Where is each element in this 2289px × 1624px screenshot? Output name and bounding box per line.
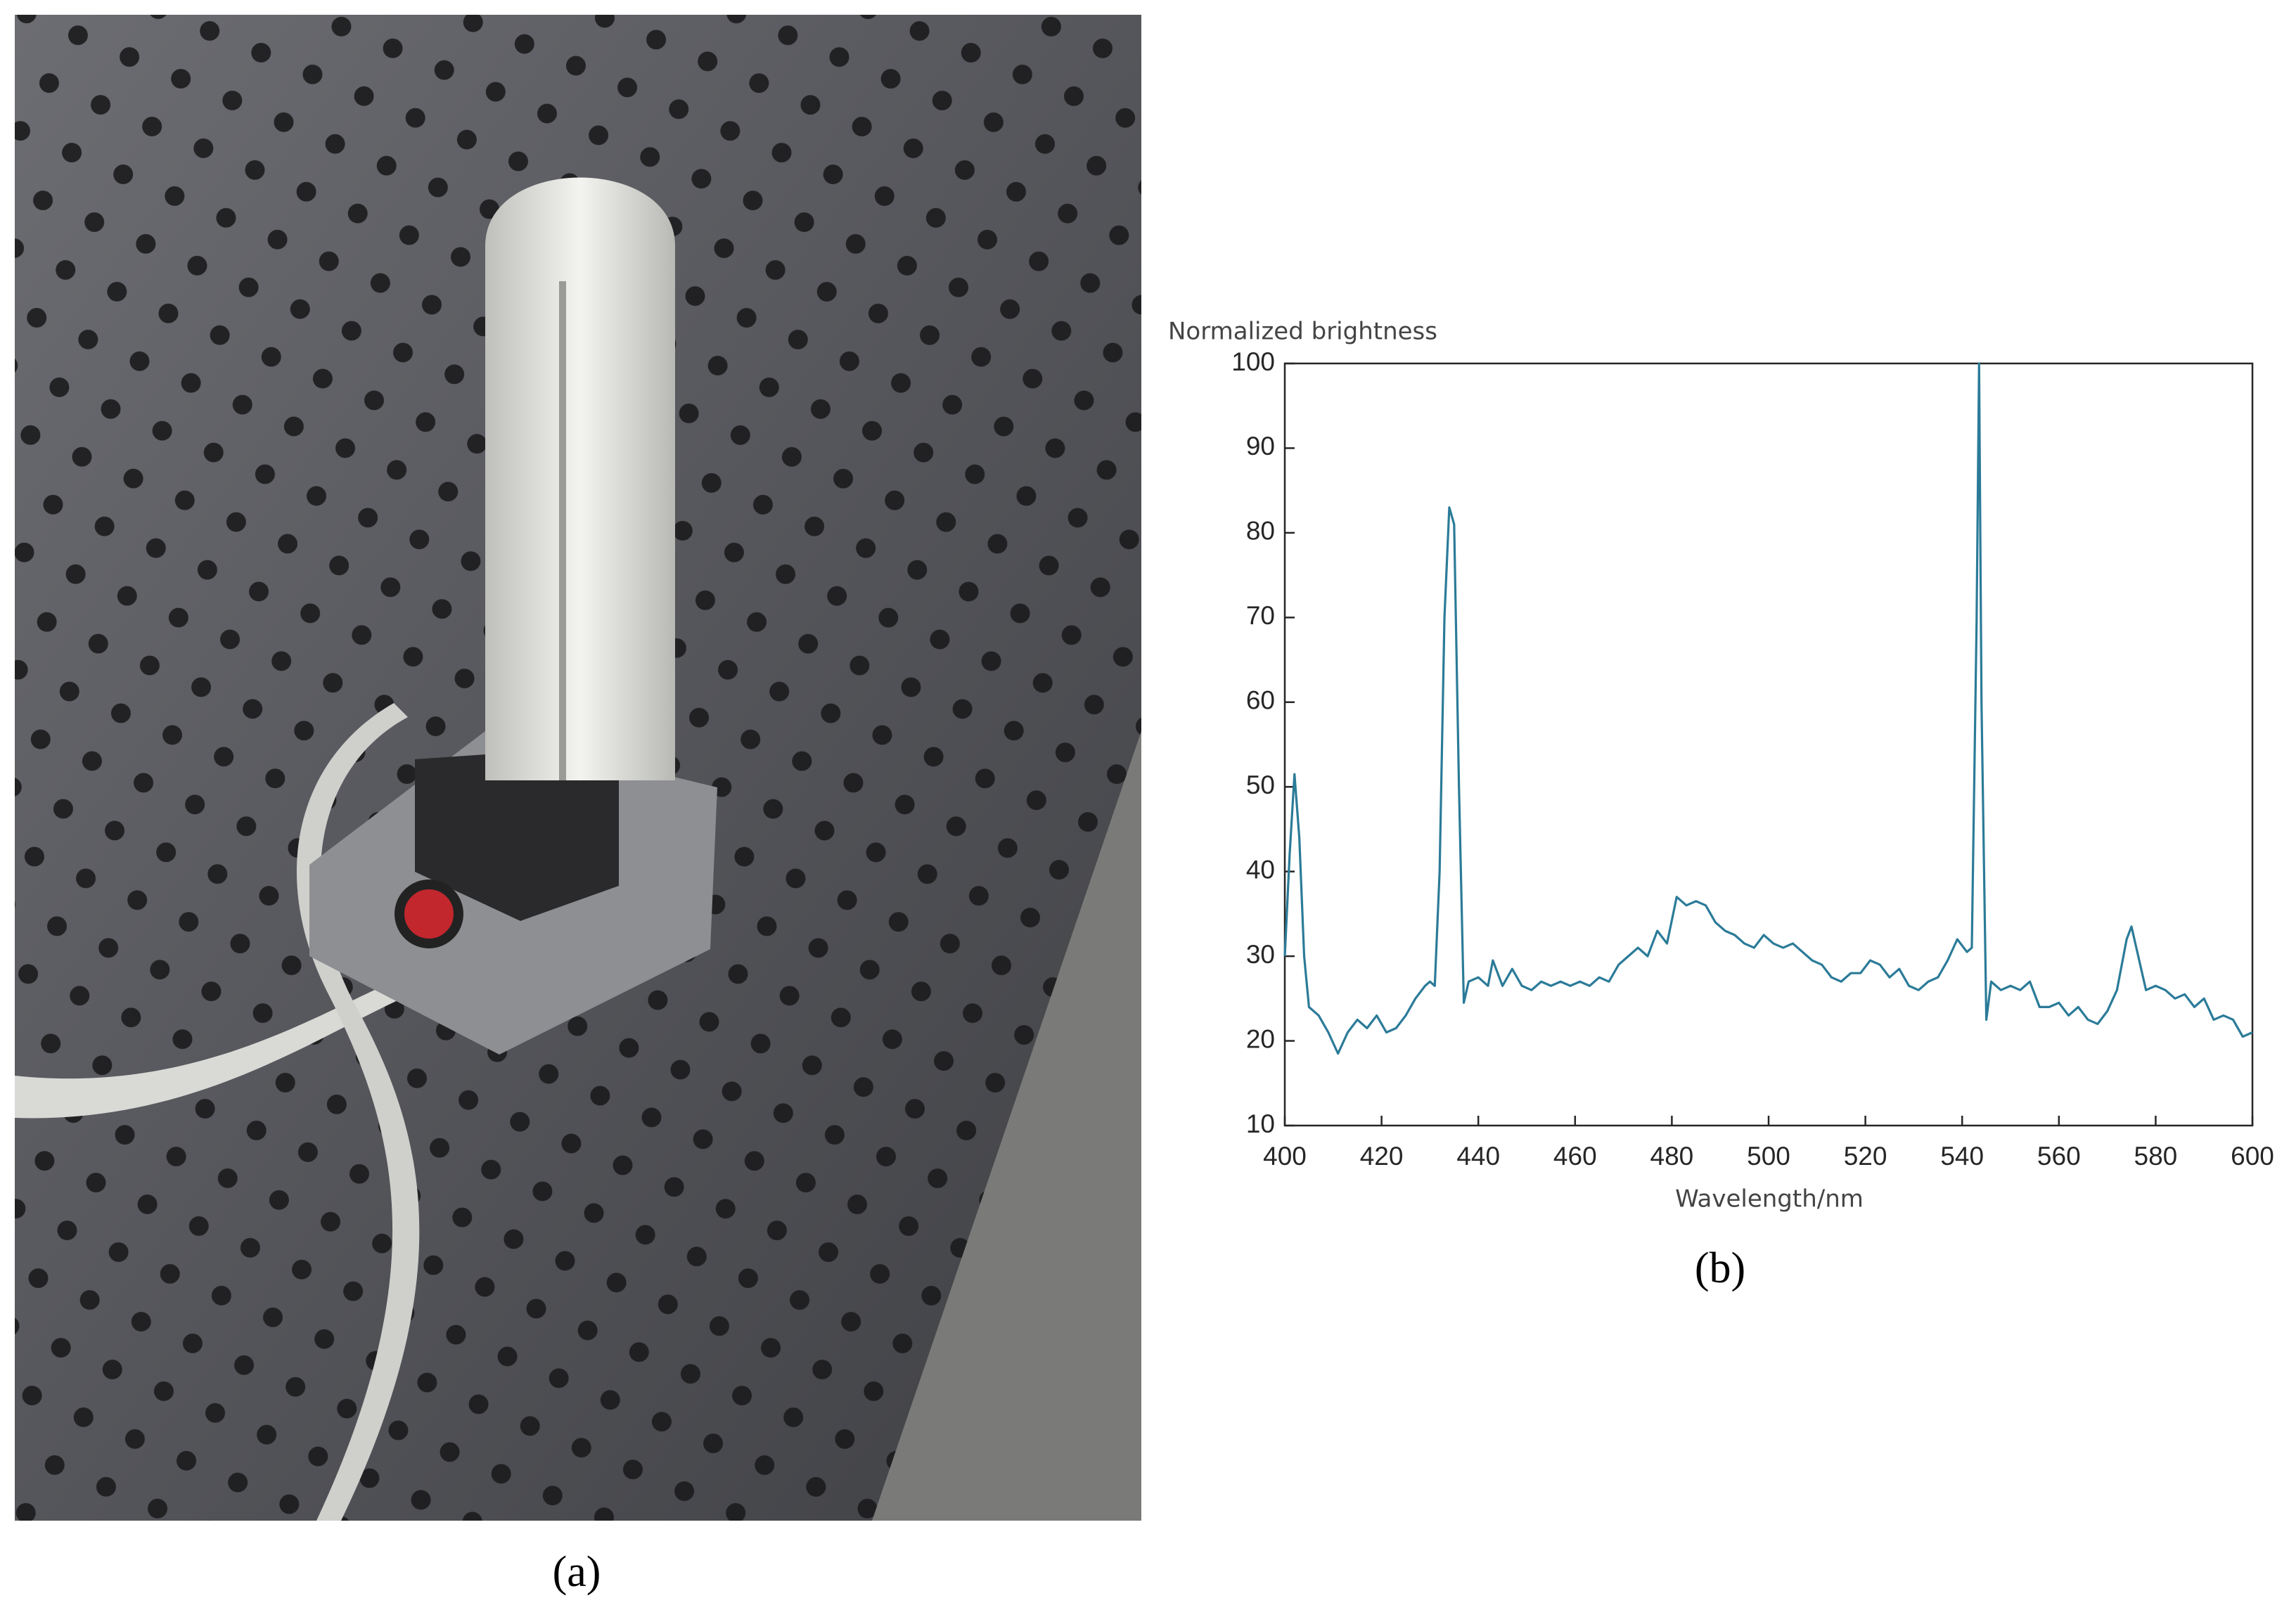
spectrum-line xyxy=(1283,362,2253,1055)
y-tick-label: 10 xyxy=(1246,1109,1275,1138)
y-tick-label: 80 xyxy=(1246,517,1275,546)
x-tick-label: 480 xyxy=(1650,1142,1694,1171)
x-tick-label: 600 xyxy=(2231,1142,2274,1171)
y-tick-label: 40 xyxy=(1246,855,1275,884)
x-tick-label: 540 xyxy=(1940,1142,1984,1171)
y-tick-label: 100 xyxy=(1231,347,1275,376)
x-tick-label: 400 xyxy=(1263,1142,1307,1171)
photo xyxy=(15,15,1141,1521)
panel-label: (a) xyxy=(553,1548,601,1596)
x-tick-label: 560 xyxy=(2037,1142,2081,1171)
x-axis-title: Wavelength/nm xyxy=(1675,1185,1864,1213)
y-tick-label: 30 xyxy=(1246,940,1275,969)
panel-label: (b) xyxy=(1695,1244,1745,1292)
y-axis-title: Normalized brightness xyxy=(1168,318,1437,346)
x-tick-label: 520 xyxy=(1844,1142,1887,1171)
x-tick-label: 440 xyxy=(1456,1142,1500,1171)
x-tick-label: 420 xyxy=(1360,1142,1404,1171)
x-tick-label: 500 xyxy=(1747,1142,1790,1171)
y-tick-label: 20 xyxy=(1246,1024,1275,1053)
y-tick-label: 70 xyxy=(1246,601,1275,630)
x-tick-label: 580 xyxy=(2134,1142,2178,1171)
y-tick-label: 60 xyxy=(1246,686,1275,715)
y-tick-label: 50 xyxy=(1246,771,1275,799)
y-tick-label: 90 xyxy=(1246,432,1275,460)
x-tick-label: 460 xyxy=(1553,1142,1597,1171)
